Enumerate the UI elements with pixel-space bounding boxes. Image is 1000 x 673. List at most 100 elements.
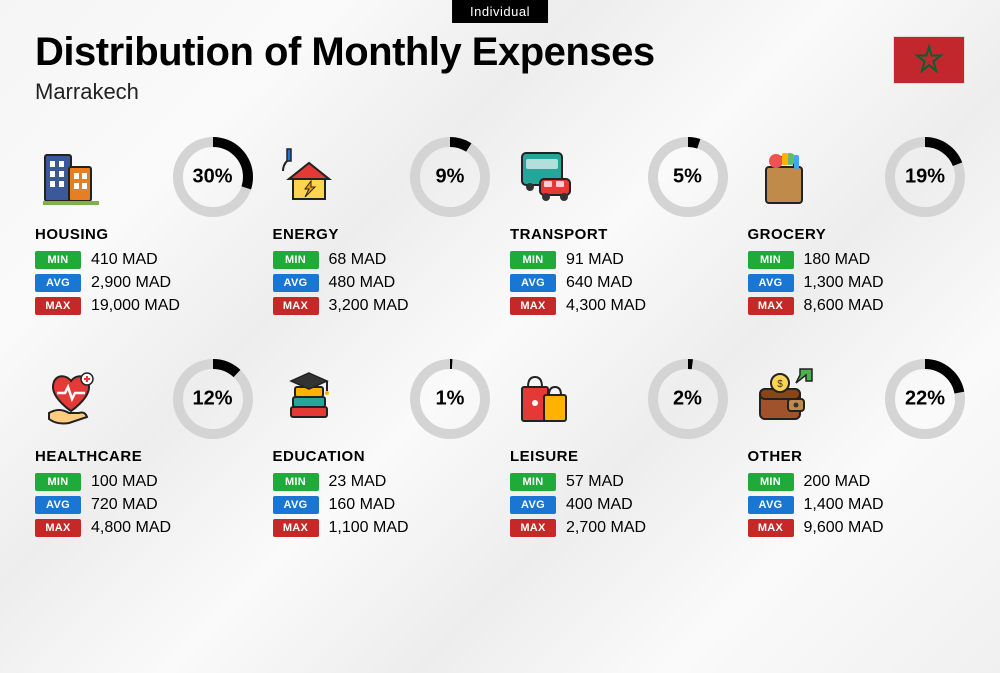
pct-label: 1% (436, 388, 465, 411)
stat-avg: AVG 160 MAD (273, 496, 491, 514)
max-value: 1,100 MAD (329, 519, 409, 537)
stat-avg: AVG 400 MAD (510, 496, 728, 514)
category-name: GROCERY (748, 226, 966, 243)
max-value: 4,800 MAD (91, 519, 171, 537)
morocco-flag (893, 36, 965, 84)
min-value: 100 MAD (91, 473, 158, 491)
min-tag: MIN (510, 473, 556, 491)
max-tag: MAX (510, 297, 556, 315)
max-tag: MAX (35, 519, 81, 537)
donut-leisure: 2% (648, 359, 728, 439)
stat-min: MIN 68 MAD (273, 251, 491, 269)
stat-avg: AVG 720 MAD (35, 496, 253, 514)
category-card-leisure: 2% LEISURE MIN 57 MAD AVG 400 MAD MAX 2,… (510, 360, 728, 542)
stat-max: MAX 4,300 MAD (510, 297, 728, 315)
pct-label: 12% (192, 388, 232, 411)
avg-tag: AVG (273, 496, 319, 514)
stat-min: MIN 23 MAD (273, 473, 491, 491)
min-tag: MIN (35, 251, 81, 269)
donut-other: 22% (885, 359, 965, 439)
stat-max: MAX 8,600 MAD (748, 297, 966, 315)
bus-car-icon (510, 141, 582, 213)
max-tag: MAX (273, 297, 319, 315)
donut-education: 1% (410, 359, 490, 439)
page-subtitle: Marrakech (35, 79, 965, 105)
category-card-healthcare: 12% HEALTHCARE MIN 100 MAD AVG 720 MAD M… (35, 360, 253, 542)
shopping-bags-icon (510, 363, 582, 435)
stat-min: MIN 410 MAD (35, 251, 253, 269)
avg-value: 640 MAD (566, 274, 633, 292)
min-tag: MIN (273, 251, 319, 269)
donut-housing: 30% (173, 137, 253, 217)
max-tag: MAX (510, 519, 556, 537)
category-card-education: 1% EDUCATION MIN 23 MAD AVG 160 MAD MAX … (273, 360, 491, 542)
category-card-housing: 30% HOUSING MIN 410 MAD AVG 2,900 MAD MA… (35, 138, 253, 320)
category-grid: 30% HOUSING MIN 410 MAD AVG 2,900 MAD MA… (35, 138, 965, 542)
stat-max: MAX 19,000 MAD (35, 297, 253, 315)
avg-tag: AVG (748, 496, 794, 514)
category-name: HEALTHCARE (35, 448, 253, 465)
header: Distribution of Monthly Expenses Marrake… (35, 30, 965, 105)
grocery-bag-icon (748, 141, 820, 213)
category-name: ENERGY (273, 226, 491, 243)
max-tag: MAX (35, 297, 81, 315)
min-tag: MIN (35, 473, 81, 491)
avg-value: 1,300 MAD (804, 274, 884, 292)
category-card-other: $ 22% OTHER MIN 200 MAD AVG 1,400 MAD MA… (748, 360, 966, 542)
avg-value: 160 MAD (329, 496, 396, 514)
avg-tag: AVG (273, 274, 319, 292)
max-value: 3,200 MAD (329, 297, 409, 315)
pct-label: 22% (905, 388, 945, 411)
heart-hand-icon (35, 363, 107, 435)
category-card-grocery: 19% GROCERY MIN 180 MAD AVG 1,300 MAD MA… (748, 138, 966, 320)
min-value: 410 MAD (91, 251, 158, 269)
stat-min: MIN 180 MAD (748, 251, 966, 269)
pct-label: 30% (192, 166, 232, 189)
stat-avg: AVG 2,900 MAD (35, 274, 253, 292)
category-card-transport: 5% TRANSPORT MIN 91 MAD AVG 640 MAD MAX … (510, 138, 728, 320)
category-name: OTHER (748, 448, 966, 465)
avg-value: 720 MAD (91, 496, 158, 514)
category-name: TRANSPORT (510, 226, 728, 243)
stat-avg: AVG 1,400 MAD (748, 496, 966, 514)
stat-min: MIN 57 MAD (510, 473, 728, 491)
max-value: 9,600 MAD (804, 519, 884, 537)
svg-text:$: $ (777, 379, 783, 390)
stat-max: MAX 3,200 MAD (273, 297, 491, 315)
min-tag: MIN (748, 251, 794, 269)
stat-avg: AVG 480 MAD (273, 274, 491, 292)
donut-transport: 5% (648, 137, 728, 217)
min-tag: MIN (748, 473, 794, 491)
max-value: 4,300 MAD (566, 297, 646, 315)
min-value: 57 MAD (566, 473, 624, 491)
buildings-icon (35, 141, 107, 213)
avg-tag: AVG (510, 274, 556, 292)
category-name: HOUSING (35, 226, 253, 243)
books-cap-icon (273, 363, 345, 435)
energy-house-icon (273, 141, 345, 213)
pct-label: 19% (905, 166, 945, 189)
stat-avg: AVG 1,300 MAD (748, 274, 966, 292)
stat-max: MAX 4,800 MAD (35, 519, 253, 537)
avg-tag: AVG (748, 274, 794, 292)
stat-avg: AVG 640 MAD (510, 274, 728, 292)
min-value: 180 MAD (804, 251, 871, 269)
min-value: 200 MAD (804, 473, 871, 491)
pct-label: 2% (673, 388, 702, 411)
avg-value: 480 MAD (329, 274, 396, 292)
max-tag: MAX (748, 297, 794, 315)
max-tag: MAX (748, 519, 794, 537)
donut-energy: 9% (410, 137, 490, 217)
stat-max: MAX 2,700 MAD (510, 519, 728, 537)
avg-tag: AVG (510, 496, 556, 514)
stat-min: MIN 100 MAD (35, 473, 253, 491)
stat-min: MIN 91 MAD (510, 251, 728, 269)
pct-label: 9% (436, 166, 465, 189)
max-value: 19,000 MAD (91, 297, 180, 315)
avg-value: 1,400 MAD (804, 496, 884, 514)
donut-healthcare: 12% (173, 359, 253, 439)
avg-tag: AVG (35, 496, 81, 514)
category-name: EDUCATION (273, 448, 491, 465)
pct-label: 5% (673, 166, 702, 189)
avg-tag: AVG (35, 274, 81, 292)
